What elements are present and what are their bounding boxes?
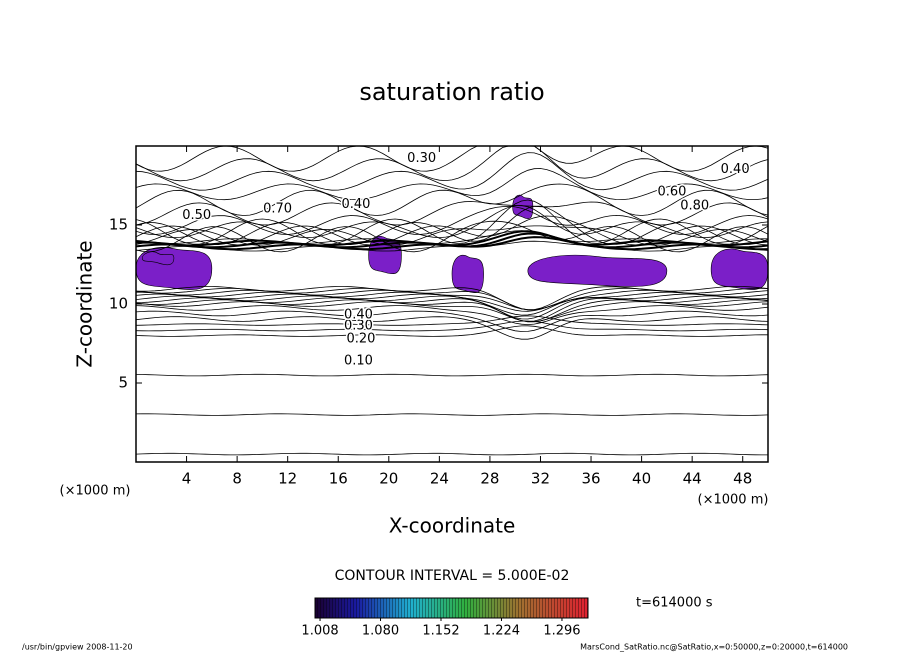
contour-line bbox=[135, 286, 769, 311]
contour-line bbox=[135, 145, 769, 172]
colorbar-tick-label: 1.152 bbox=[422, 624, 459, 639]
contour-line bbox=[135, 315, 769, 326]
colorbar-tick-label: 1.296 bbox=[543, 624, 580, 639]
contour-line bbox=[135, 325, 768, 337]
shaded-region bbox=[527, 254, 668, 287]
contour-line bbox=[135, 205, 769, 246]
contour-line bbox=[135, 452, 768, 456]
contour-line bbox=[135, 320, 769, 332]
x-tick-label: 4 bbox=[182, 470, 192, 488]
contour-interval: CONTOUR INTERVAL = 5.000E-02 bbox=[335, 568, 570, 584]
x-tick-label: 44 bbox=[683, 470, 702, 488]
contour-label: 0.40 bbox=[721, 162, 750, 177]
x-tick-label: 24 bbox=[430, 470, 449, 488]
contour-line bbox=[135, 373, 769, 377]
contour-line bbox=[135, 199, 769, 245]
contour-line bbox=[135, 413, 769, 416]
x-axis-label: X-coordinate bbox=[389, 514, 516, 538]
contour-label: 0.80 bbox=[680, 199, 709, 214]
footer-left: /usr/bin/gpview 2008-11-20 bbox=[22, 643, 133, 652]
contour-line bbox=[135, 215, 769, 246]
contour-line bbox=[135, 205, 769, 239]
contour-line bbox=[135, 225, 769, 246]
colorbar-tick-label: 1.224 bbox=[483, 624, 520, 639]
contour-line bbox=[135, 305, 769, 326]
x-tick-label: 32 bbox=[531, 470, 550, 488]
x-tick-label: 12 bbox=[278, 470, 297, 488]
shaded-region bbox=[451, 254, 484, 294]
footer-right: MarsCond_SatRatio.nc@SatRatio,x=0:50000,… bbox=[580, 643, 848, 652]
x-tick-label: 20 bbox=[379, 470, 398, 488]
y-tick-label: 15 bbox=[109, 216, 128, 234]
x-tick-label: 48 bbox=[733, 470, 752, 488]
colorbar-tick-label: 1.080 bbox=[362, 624, 399, 639]
contour-label: 0.30 bbox=[407, 151, 436, 166]
contour-line bbox=[135, 205, 769, 235]
chart-title: saturation ratio bbox=[359, 78, 544, 106]
x-tick-label: 28 bbox=[480, 470, 499, 488]
contour-line bbox=[135, 297, 769, 322]
contour-line bbox=[135, 152, 769, 191]
colorbar-stripes bbox=[315, 598, 588, 618]
contour-line bbox=[135, 145, 769, 182]
x-tick-label: 40 bbox=[632, 470, 651, 488]
contour-line bbox=[135, 310, 769, 332]
contour-label: 0.40 bbox=[341, 197, 370, 212]
contour-label: 0.20 bbox=[347, 331, 376, 346]
contour-label: 0.60 bbox=[657, 184, 686, 199]
contour-label: 0.70 bbox=[263, 202, 292, 217]
y-unit: (×1000 m) bbox=[60, 484, 131, 499]
colorbar-tick-label: 1.008 bbox=[301, 624, 338, 639]
y-tick-label: 10 bbox=[109, 295, 128, 313]
contour-line bbox=[135, 168, 769, 201]
contour-line bbox=[135, 183, 769, 216]
y-axis-label: Z-coordinate bbox=[73, 240, 97, 367]
contour-line bbox=[136, 291, 769, 312]
plot-area: 0.100.200.300.400.300.400.700.500.600.80… bbox=[135, 145, 769, 456]
contour-line bbox=[135, 293, 769, 316]
x-tick-label: 36 bbox=[581, 470, 600, 488]
contour-label: 0.10 bbox=[344, 353, 373, 368]
contour-line bbox=[135, 201, 769, 226]
x-tick-label: 16 bbox=[329, 470, 348, 488]
contour-line bbox=[135, 316, 769, 340]
x-unit: (×1000 m) bbox=[698, 493, 769, 508]
contour-label: 0.40 bbox=[344, 308, 373, 323]
y-tick-label: 5 bbox=[118, 374, 128, 392]
time-label: t=614000 s bbox=[636, 596, 713, 611]
contour-label: 0.50 bbox=[182, 208, 211, 223]
shaded-region bbox=[710, 248, 769, 290]
contour-label: 0.30 bbox=[344, 319, 373, 334]
x-tick-label: 8 bbox=[232, 470, 242, 488]
